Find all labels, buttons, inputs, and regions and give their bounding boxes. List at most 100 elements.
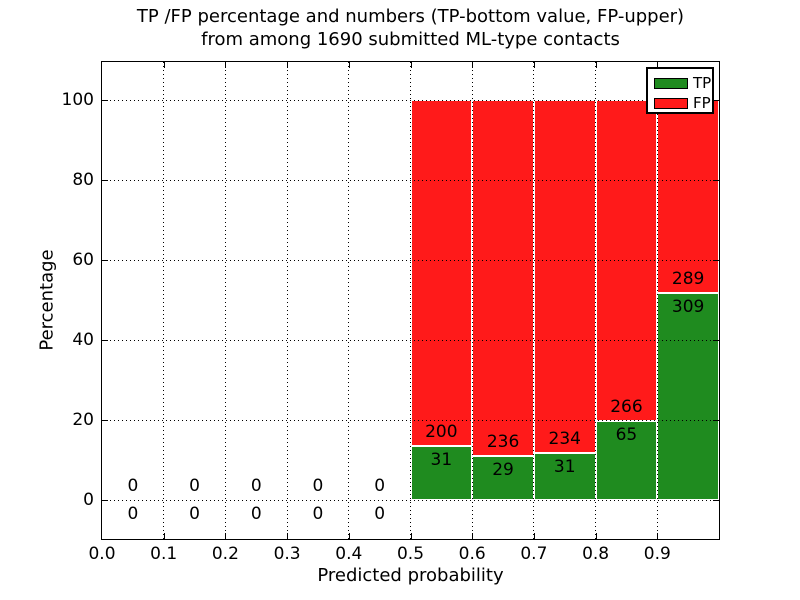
fp-count-label: 0 [374, 476, 386, 496]
tick-mark [102, 180, 108, 181]
tick-mark [410, 62, 412, 68]
x-tick-label: 0.1 [150, 544, 178, 564]
tick-mark [657, 533, 659, 539]
bar-segment-fp [472, 100, 534, 457]
legend-label-fp: FP [693, 94, 711, 112]
tick-mark [713, 420, 719, 421]
legend-item-tp: TP [654, 74, 712, 93]
x-tick-label: 0.3 [273, 544, 301, 564]
tick-mark [225, 533, 227, 539]
gridline-vertical [595, 62, 597, 539]
gridline-horizontal [102, 179, 719, 181]
tick-mark [225, 62, 227, 68]
legend-item-fp: FP [654, 94, 712, 113]
x-tick-label: 0.4 [335, 544, 363, 564]
gridline-vertical [410, 62, 411, 539]
legend: TP FP [646, 67, 714, 114]
x-tick-label: 0.9 [643, 544, 671, 564]
chart-title-line1: TP /FP percentage and numbers (TP-bottom… [136, 6, 685, 27]
tick-mark [595, 62, 597, 68]
gridline-horizontal [102, 99, 719, 101]
tick-mark [102, 420, 108, 421]
x-tick-label: 0.2 [211, 544, 239, 564]
tick-mark [287, 533, 289, 539]
y-tick-label: 100 [61, 90, 94, 110]
tp-count-label: 29 [492, 460, 514, 481]
tp-count-label: 31 [553, 457, 576, 478]
fp-count-label: 0 [127, 476, 139, 496]
x-tick-label: 0.7 [520, 544, 548, 564]
y-tick-label: 80 [72, 170, 94, 190]
tick-mark [595, 533, 597, 539]
gridline-vertical [286, 62, 288, 539]
gridline-vertical [224, 62, 226, 539]
tick-mark [657, 62, 659, 68]
gridline-horizontal [102, 499, 719, 501]
fp-count-label: 236 [486, 432, 520, 453]
y-tick-label: 20 [72, 410, 94, 430]
fp-count-label: 234 [548, 429, 581, 450]
tp-count-label: 31 [430, 450, 453, 471]
fp-count-label: 266 [610, 397, 643, 418]
bar-segment-fp [595, 100, 658, 422]
tick-mark [348, 533, 350, 539]
gridline-vertical [656, 62, 658, 539]
tick-mark [102, 500, 108, 501]
tick-mark [713, 500, 719, 501]
tick-mark [410, 533, 412, 539]
y-tick-label: 60 [72, 250, 94, 270]
tick-mark [533, 533, 535, 539]
tick-mark [713, 180, 719, 181]
tp-count-label: 0 [189, 504, 200, 524]
x-tick-label: 0.5 [396, 544, 425, 564]
tick-mark [713, 260, 719, 261]
tp-count-label: 0 [127, 504, 139, 524]
tp-count-label: 65 [615, 425, 638, 446]
tick-mark [533, 62, 535, 68]
bar-segment-fp [410, 100, 473, 447]
tick-mark [102, 260, 108, 261]
chart-title-line2: from among 1690 submitted ML-type contac… [201, 29, 620, 50]
gridline-horizontal [102, 259, 719, 261]
x-tick-label: 0.8 [582, 544, 610, 564]
tick-mark [102, 100, 108, 101]
bar-segment-tp [472, 456, 534, 500]
bar-segment-tp [410, 446, 473, 500]
bar-segment-fp [657, 100, 719, 294]
gridline-horizontal [102, 339, 719, 341]
gridline-vertical [471, 62, 473, 539]
tick-mark [163, 533, 165, 539]
tp-count-label: 0 [374, 504, 386, 524]
fp-count-label: 0 [189, 476, 200, 496]
plot-area: 0 0 0 0 0 0 0 0 0 0 200 31 236 29 234 31 266 65 289 309 [101, 61, 720, 540]
legend-swatch-fp-icon [654, 98, 688, 109]
gridline-vertical [163, 62, 165, 539]
legend-swatch-tp-icon [654, 78, 688, 89]
tick-mark [713, 100, 719, 101]
y-tick-label: 40 [72, 330, 94, 350]
bar-segment-tp [657, 293, 719, 500]
fp-count-label: 289 [671, 269, 705, 290]
tick-mark [348, 62, 350, 68]
legend-label-tp: TP [693, 74, 712, 92]
gridline-vertical [348, 62, 350, 539]
tick-mark [472, 533, 474, 539]
tick-mark [713, 340, 719, 341]
x-axis-label: Predicted probability [317, 565, 504, 586]
tick-mark [472, 62, 474, 68]
gridline-vertical [533, 62, 535, 539]
tick-mark [287, 62, 289, 68]
bar-segment-fp [533, 100, 596, 454]
chart-title: TP /FP percentage and numbers (TP-bottom… [101, 5, 720, 51]
gridline-horizontal [102, 419, 719, 421]
fp-count-label: 200 [425, 422, 458, 443]
tp-count-label: 0 [312, 504, 324, 524]
bar-segment-tp [595, 421, 658, 500]
x-tick-label: 0.6 [458, 544, 486, 564]
fp-count-label: 0 [250, 476, 262, 496]
fp-count-label: 0 [312, 476, 324, 496]
tp-count-label: 0 [250, 504, 262, 524]
tick-mark [102, 340, 108, 341]
y-tick-label: 0 [83, 490, 94, 510]
